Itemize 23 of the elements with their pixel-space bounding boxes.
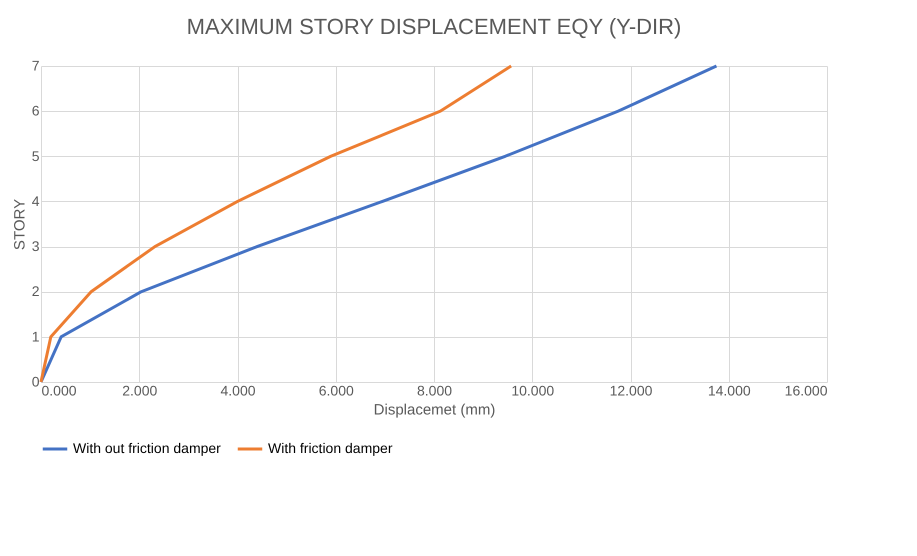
y-tick-label: 2 [32, 283, 40, 300]
legend-label: With friction damper [268, 440, 393, 456]
x-tick-label: 4.000 [220, 382, 256, 398]
x-tick-label: 2.000 [122, 382, 158, 398]
y-tick-label: 5 [32, 148, 40, 164]
x-tick-label: 16.000 [784, 382, 828, 398]
y-tick-label: 6 [32, 102, 40, 119]
y-tick-label: 7 [32, 58, 40, 74]
x-axis-title: Displacemet (mm) [374, 402, 496, 418]
x-tick-label: 8.000 [416, 382, 452, 398]
line-series [40, 64, 718, 384]
y-tick-label: 0 [32, 374, 40, 390]
x-tick-label: 0.000 [42, 382, 77, 398]
y-tick-label: 3 [32, 238, 40, 254]
x-tick-label: 10.000 [511, 382, 554, 398]
legend-label: With out friction damper [73, 440, 222, 456]
y-tick-label: 1 [32, 328, 40, 344]
y-axis-title: STORY [12, 198, 29, 250]
y-tick-label: 4 [32, 192, 40, 209]
x-tick-label: 14.000 [708, 382, 751, 398]
x-tick-label: 12.000 [610, 382, 653, 398]
x-tick-label: 6.000 [318, 382, 354, 398]
chart-title: MAXIMUM STORY DISPLACEMENT EQY (Y-DIR) [186, 14, 682, 39]
